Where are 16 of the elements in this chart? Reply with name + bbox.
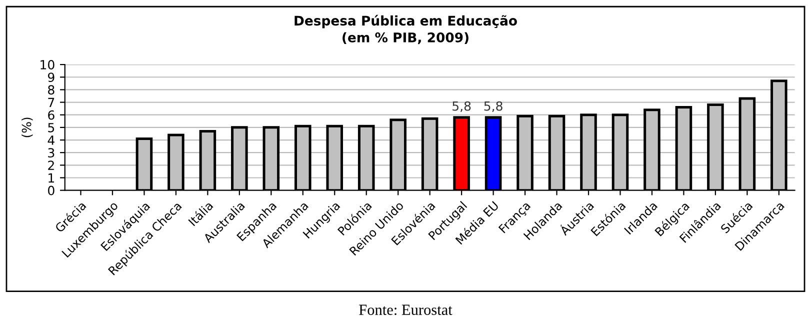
y-tick-label: 8 [48,85,54,95]
chart-title: Despesa Pública em Educação (em % PIB, 2009) [294,14,517,44]
y-tick-label: 2 [48,160,54,170]
y-axis-title: (%) [22,118,33,138]
source-note: Fonte: Eurostat [359,304,452,316]
y-tick-label: 10 [40,60,54,70]
y-tick-label: 3 [48,148,54,158]
y-tick-label: 4 [48,136,54,145]
y-tick-label: 0 [48,186,54,196]
y-tick-label: 7 [48,98,54,108]
y-tick-label: 6 [48,110,54,120]
y-tick-label: 5 [48,123,54,132]
data-label: 5,8 [452,101,471,112]
y-tick-label: 9 [48,72,54,82]
y-tick-label: 1 [48,173,54,182]
data-label: 5,8 [484,101,502,112]
